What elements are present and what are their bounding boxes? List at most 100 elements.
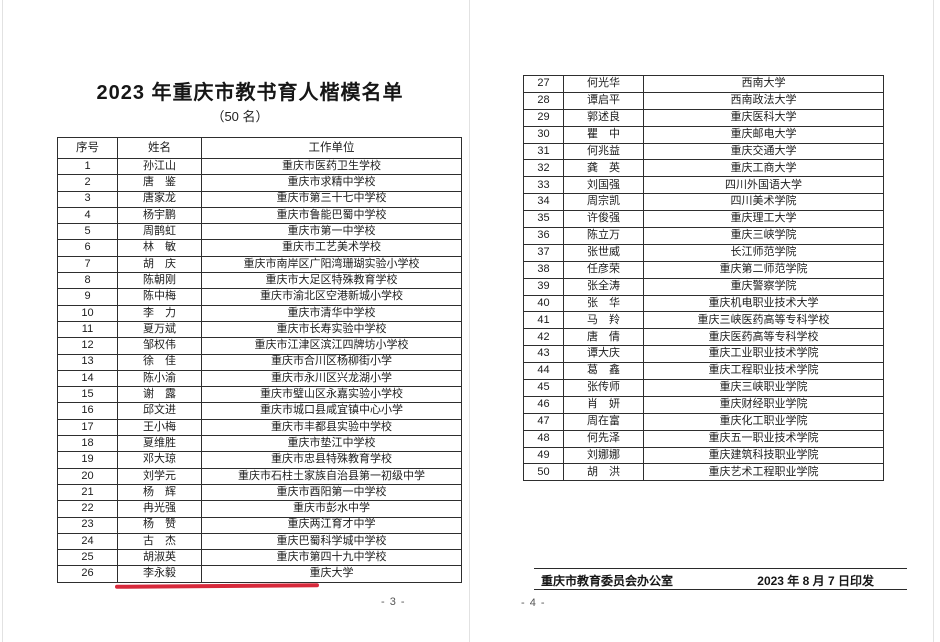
cell-name: 徐 佳 — [117, 353, 202, 371]
cell-name: 龚 英 — [563, 159, 644, 178]
cell-index: 7 — [57, 255, 118, 274]
table-row: 41 马 羚重庆三峡医药高等专科学校 — [523, 311, 884, 330]
table-row: 31 何兆益 重庆交通大学 — [523, 142, 884, 161]
cell-unit: 重庆邮电大学 — [643, 125, 884, 144]
cell-name: 刘学元 — [117, 467, 202, 485]
cell-name: 马 羚 — [563, 311, 644, 330]
cell-unit: 重庆医科大学 — [643, 108, 884, 127]
cell-name: 刘国强 — [563, 176, 644, 195]
table-row: 36 陈立万 重庆三峡学院 — [523, 227, 884, 245]
table-row: 13 徐 佳重庆市合川区杨柳街小学 — [57, 353, 462, 371]
document-title: 2023 年重庆市教书育人楷模名单 — [96, 82, 404, 104]
cell-name: 古 杰 — [117, 532, 202, 551]
cell-name: 李永毅 — [117, 565, 202, 583]
cell-index: 13 — [57, 353, 118, 371]
cell-index: 26 — [57, 565, 118, 583]
cell-unit: 重庆三峡医药高等专科学校 — [643, 311, 884, 330]
table-row: 24 古 杰重庆巴蜀科学城中学校 — [57, 532, 462, 551]
table-row: 21 杨 辉重庆市酉阳第一中学校 — [57, 483, 462, 502]
cell-name: 张世威 — [563, 243, 644, 262]
table-row: 30 瞿 中重庆邮电大学 — [523, 125, 884, 144]
cell-name: 周鹊虹 — [117, 223, 202, 241]
cell-unit: 重庆市丰都县实验中学校 — [201, 418, 462, 437]
cell-name: 张传师 — [563, 379, 644, 397]
page-number-4: - 4 - — [521, 597, 546, 609]
cell-index: 50 — [523, 463, 564, 482]
table-row: 26 李永毅 重庆大学 — [57, 565, 462, 583]
table-row: 29 郭述良 重庆医科大学 — [523, 108, 884, 127]
table-row: 44 葛 鑫重庆工程职业技术学院 — [523, 362, 884, 381]
cell-name: 夏维胜 — [117, 435, 202, 453]
table-row: 10 李 力重庆市清华中学校 — [57, 304, 462, 322]
cell-unit: 重庆三峡职业学院 — [643, 379, 884, 397]
cell-unit: 重庆市第四十九中学校 — [201, 549, 462, 567]
table-row: 23 杨 赞重庆两江育才中学 — [57, 516, 462, 534]
cell-name: 陈朝刚 — [117, 272, 202, 290]
cell-unit: 四川外国语大学 — [643, 176, 884, 195]
cell-name: 肖 妍 — [563, 395, 644, 414]
header-index: 序号 — [57, 137, 118, 159]
cell-unit: 重庆五一职业技术学院 — [643, 429, 884, 448]
cell-name: 邹权伟 — [117, 337, 202, 355]
table-row: 50 胡 洪重庆艺术工程职业学院 — [523, 463, 884, 482]
cell-index: 34 — [523, 193, 564, 212]
cell-name: 李 力 — [117, 304, 202, 322]
cell-index: 12 — [57, 337, 118, 355]
cell-unit: 重庆市永川区兴龙湖小学 — [201, 369, 462, 388]
table-row: 38 任彦荣 重庆第二师范学院 — [523, 260, 884, 279]
cell-unit: 重庆市第三十七中学校 — [201, 190, 462, 208]
table-row: 25 胡淑英 重庆市第四十九中学校 — [57, 549, 462, 567]
cell-unit: 重庆机电职业技术大学 — [643, 294, 884, 313]
cell-name: 张 华 — [563, 294, 644, 313]
cell-unit: 重庆三峡学院 — [643, 227, 884, 245]
table-row: 28 谭启平 西南政法大学 — [523, 91, 884, 110]
cell-name: 何兆益 — [563, 142, 644, 161]
table-row: 4 杨宇鹏 重庆市鲁能巴蜀中学校 — [57, 206, 462, 225]
cell-unit: 重庆理工大学 — [643, 210, 884, 229]
cell-index: 42 — [523, 328, 564, 347]
cell-index: 19 — [57, 451, 118, 469]
table-row: 48 何先泽 重庆五一职业技术学院 — [523, 429, 884, 448]
table-row: 42 唐 倩重庆医药高等专科学校 — [523, 328, 884, 347]
cell-index: 43 — [523, 345, 564, 364]
cell-name: 孙江山 — [117, 157, 202, 176]
cell-index: 44 — [523, 362, 564, 381]
cell-unit: 重庆市医药卫生学校 — [201, 157, 462, 176]
cell-index: 37 — [523, 243, 564, 262]
cell-index: 40 — [523, 294, 564, 313]
table-row: 27 何光华 西南大学 — [523, 75, 884, 93]
cell-index: 23 — [57, 516, 118, 534]
table-row: 19 邓大琼 重庆市忠县特殊教育学校 — [57, 451, 462, 469]
cell-index: 32 — [523, 159, 564, 178]
table-row: 43 谭大庆 重庆工业职业技术学院 — [523, 345, 884, 364]
cell-index: 10 — [57, 304, 118, 322]
cell-unit: 重庆市石柱土家族自治县第一初级中学 — [201, 467, 462, 485]
cell-unit: 重庆市璧山区永嘉实验小学校 — [201, 386, 462, 404]
cell-name: 胡 洪 — [563, 463, 644, 482]
cell-index: 49 — [523, 446, 564, 465]
document-subtitle: （50 名） — [211, 109, 269, 124]
cell-index: 11 — [57, 320, 118, 339]
cell-unit: 重庆市渝北区空港新城小学校 — [201, 288, 462, 306]
cell-name: 唐家龙 — [117, 190, 202, 208]
cell-index: 16 — [57, 402, 118, 420]
cell-index: 6 — [57, 239, 118, 257]
table-row: 40 张 华重庆机电职业技术大学 — [523, 294, 884, 313]
cell-index: 18 — [57, 435, 118, 453]
table-row: 11 夏万斌 重庆市长寿实验中学校 — [57, 320, 462, 339]
footer-rule-top — [534, 568, 907, 569]
cell-name: 杨 赞 — [117, 516, 202, 534]
footer-issuer: 重庆市教育委员会办公室 — [541, 574, 674, 588]
cell-name: 陈中梅 — [117, 288, 202, 306]
cell-unit: 重庆警察学院 — [643, 277, 884, 296]
table-header-row: 序号 姓名 工作单位 — [57, 137, 462, 159]
table-row: 32 龚 英重庆工商大学 — [523, 159, 884, 178]
cell-name: 周宗凯 — [563, 193, 644, 212]
cell-unit: 重庆医药高等专科学校 — [643, 328, 884, 347]
cell-unit: 重庆市大足区特殊教育学校 — [201, 272, 462, 290]
cell-index: 27 — [523, 75, 564, 93]
cell-unit: 重庆交通大学 — [643, 142, 884, 161]
cell-index: 28 — [523, 91, 564, 110]
